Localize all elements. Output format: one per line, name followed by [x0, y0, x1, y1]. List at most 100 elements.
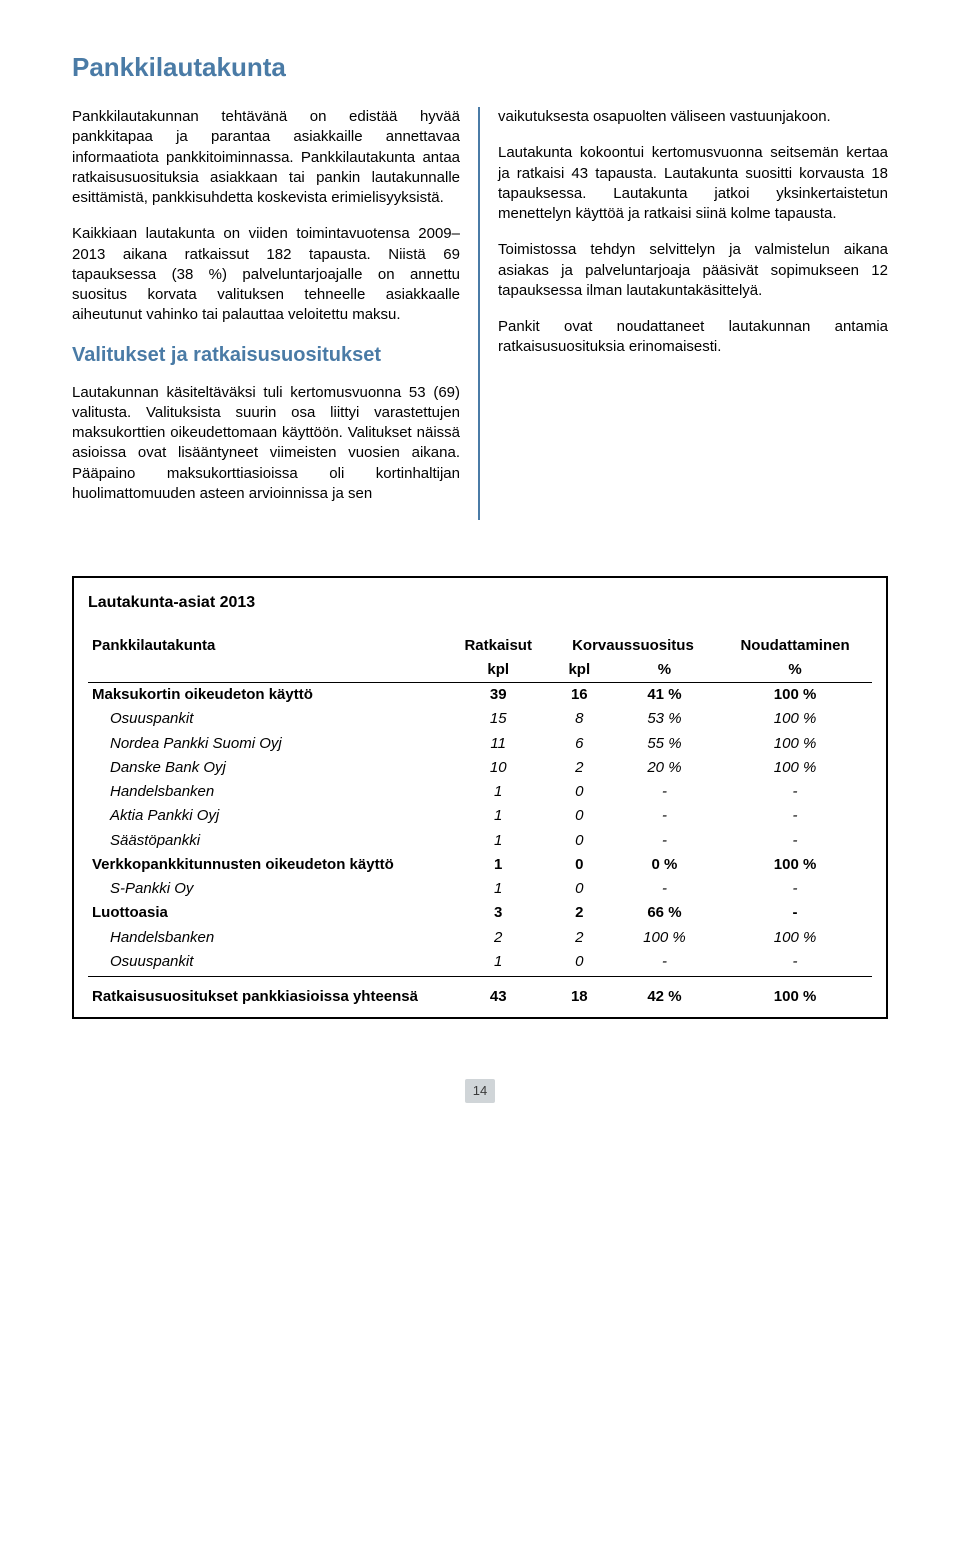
cell-korvaus-pct: -	[611, 950, 718, 977]
cell-ratkaisut: 2	[449, 926, 548, 950]
table-row: Luottoasia3266 %-	[88, 901, 872, 925]
cell-korvaus-pct: 66 %	[611, 901, 718, 925]
cell-korvaus-pct: 41 %	[611, 683, 718, 708]
cell-ratkaisut: 1	[449, 829, 548, 853]
cell-noudattaminen: -	[718, 950, 872, 977]
cell-korvaus-kpl: 2	[548, 901, 611, 925]
cell-noudattaminen: 100 %	[718, 926, 872, 950]
table-row: S-Pankki Oy10--	[88, 877, 872, 901]
cell-total-p: 42 %	[611, 977, 718, 1010]
cell-label: Osuuspankit	[88, 707, 449, 731]
right-column: vaikutuksesta osapuolten väliseen vastuu…	[480, 107, 888, 520]
cell-korvaus-kpl: 6	[548, 732, 611, 756]
cell-korvaus-kpl: 16	[548, 683, 611, 708]
right-paragraph-4: Pankit ovat noudattaneet lautakunnan ant…	[498, 317, 888, 358]
table-row: Osuuspankit10--	[88, 950, 872, 977]
table-body: Maksukortin oikeudeton käyttö391641 %100…	[88, 683, 872, 1010]
section-title: Valitukset ja ratkaisusuositukset	[72, 342, 460, 369]
th-sub-pct2: %	[718, 658, 872, 683]
cell-noudattaminen: -	[718, 780, 872, 804]
table-row: Danske Bank Oyj10220 %100 %	[88, 756, 872, 780]
table-row: Handelsbanken10--	[88, 780, 872, 804]
cell-noudattaminen: 100 %	[718, 707, 872, 731]
cell-korvaus-pct: 20 %	[611, 756, 718, 780]
table-title: Lautakunta-asiat 2013	[88, 592, 872, 614]
right-paragraph-1: vaikutuksesta osapuolten väliseen vastuu…	[498, 107, 888, 127]
cell-korvaus-kpl: 2	[548, 756, 611, 780]
th-entity: Pankkilautakunta	[88, 634, 449, 658]
cell-korvaus-pct: 100 %	[611, 926, 718, 950]
th-sub-pct1: %	[611, 658, 718, 683]
cell-ratkaisut: 1	[449, 877, 548, 901]
cell-korvaus-pct: -	[611, 804, 718, 828]
cell-korvaus-kpl: 2	[548, 926, 611, 950]
table-row: Handelsbanken22100 %100 %	[88, 926, 872, 950]
cell-label: Handelsbanken	[88, 926, 449, 950]
cell-total-label: Ratkaisusuositukset pankkiasioissa yhtee…	[88, 977, 449, 1010]
cell-ratkaisut: 39	[449, 683, 548, 708]
table-row: Verkkopankkitunnusten oikeudeton käyttö1…	[88, 853, 872, 877]
cell-noudattaminen: 100 %	[718, 853, 872, 877]
left-paragraph-3: Lautakunnan käsiteltäväksi tuli kertomus…	[72, 383, 460, 505]
page-number-container: 14	[72, 1079, 888, 1103]
table-row: Nordea Pankki Suomi Oyj11655 %100 %	[88, 732, 872, 756]
right-paragraph-3: Toimistossa tehdyn selvittelyn ja valmis…	[498, 240, 888, 301]
th-sub-blank	[88, 658, 449, 683]
data-table-container: Lautakunta-asiat 2013 Pankkilautakunta R…	[72, 576, 888, 1019]
table-row: Maksukortin oikeudeton käyttö391641 %100…	[88, 683, 872, 708]
th-sub-kpl1: kpl	[449, 658, 548, 683]
cell-label: Handelsbanken	[88, 780, 449, 804]
cell-total-r: 43	[449, 977, 548, 1010]
cell-noudattaminen: -	[718, 829, 872, 853]
cell-noudattaminen: -	[718, 804, 872, 828]
cell-korvaus-kpl: 0	[548, 877, 611, 901]
cell-korvaus-kpl: 0	[548, 829, 611, 853]
cell-label: Danske Bank Oyj	[88, 756, 449, 780]
page-title: Pankkilautakunta	[72, 50, 888, 85]
cell-korvaus-pct: -	[611, 829, 718, 853]
cell-noudattaminen: 100 %	[718, 756, 872, 780]
cell-ratkaisut: 1	[449, 853, 548, 877]
cell-label: Aktia Pankki Oyj	[88, 804, 449, 828]
cell-total-n: 100 %	[718, 977, 872, 1010]
two-column-body: Pankkilautakunnan tehtävänä on edistää h…	[72, 107, 888, 520]
page-number: 14	[465, 1079, 495, 1103]
left-column: Pankkilautakunnan tehtävänä on edistää h…	[72, 107, 480, 520]
table-row: Aktia Pankki Oyj10--	[88, 804, 872, 828]
table-header-row-2: kpl kpl % %	[88, 658, 872, 683]
data-table: Pankkilautakunta Ratkaisut Korvaussuosit…	[88, 634, 872, 1010]
left-paragraph-1: Pankkilautakunnan tehtävänä on edistää h…	[72, 107, 460, 208]
cell-ratkaisut: 3	[449, 901, 548, 925]
table-header-row-1: Pankkilautakunta Ratkaisut Korvaussuosit…	[88, 634, 872, 658]
th-sub-kpl2: kpl	[548, 658, 611, 683]
cell-korvaus-kpl: 0	[548, 853, 611, 877]
cell-label: Luottoasia	[88, 901, 449, 925]
th-ratkaisut: Ratkaisut	[449, 634, 548, 658]
cell-noudattaminen: -	[718, 901, 872, 925]
cell-label: S-Pankki Oy	[88, 877, 449, 901]
cell-korvaus-kpl: 8	[548, 707, 611, 731]
cell-label: Verkkopankkitunnusten oikeudeton käyttö	[88, 853, 449, 877]
cell-korvaus-pct: 53 %	[611, 707, 718, 731]
right-paragraph-2: Lautakunta kokoontui kertomusvuonna seit…	[498, 143, 888, 224]
cell-korvaus-pct: -	[611, 780, 718, 804]
table-total-row: Ratkaisusuositukset pankkiasioissa yhtee…	[88, 977, 872, 1010]
cell-label: Osuuspankit	[88, 950, 449, 977]
cell-korvaus-pct: -	[611, 877, 718, 901]
cell-korvaus-pct: 0 %	[611, 853, 718, 877]
cell-korvaus-kpl: 0	[548, 780, 611, 804]
cell-ratkaisut: 1	[449, 804, 548, 828]
left-paragraph-2: Kaikkiaan lautakunta on viiden toimintav…	[72, 224, 460, 325]
table-row: Osuuspankit15853 %100 %	[88, 707, 872, 731]
cell-noudattaminen: 100 %	[718, 732, 872, 756]
cell-label: Nordea Pankki Suomi Oyj	[88, 732, 449, 756]
cell-ratkaisut: 1	[449, 780, 548, 804]
cell-ratkaisut: 15	[449, 707, 548, 731]
cell-korvaus-kpl: 0	[548, 950, 611, 977]
cell-label: Säästöpankki	[88, 829, 449, 853]
cell-korvaus-pct: 55 %	[611, 732, 718, 756]
th-noudattaminen: Noudattaminen	[718, 634, 872, 658]
cell-label: Maksukortin oikeudeton käyttö	[88, 683, 449, 708]
table-row: Säästöpankki10--	[88, 829, 872, 853]
cell-korvaus-kpl: 0	[548, 804, 611, 828]
